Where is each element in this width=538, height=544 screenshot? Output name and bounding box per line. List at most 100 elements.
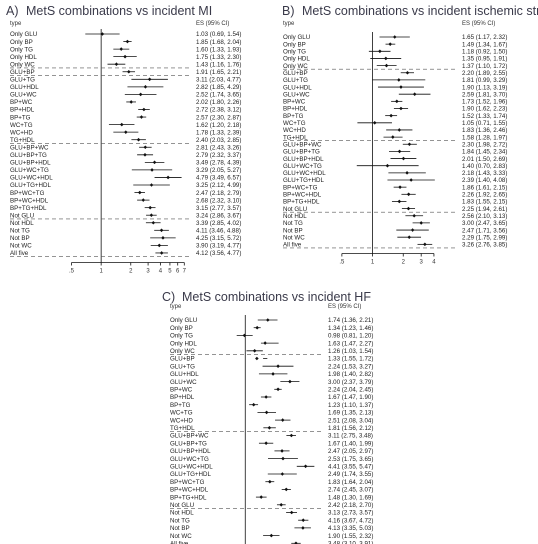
es-value-label: 1.34 (1.23, 1.46) [328,325,373,332]
row-label: GLU+BP+TG [10,152,47,159]
es-value-label: 3.11 (2.03, 4.77) [196,77,241,84]
es-value-label: 1.69 (1.35, 2.13) [328,410,373,417]
row-label: Only GLU [283,34,310,41]
point-estimate [136,137,141,142]
es-value-label: 1.43 (1.16, 1.76) [196,61,241,68]
es-value-label: 3.29 (2.05, 5.27) [196,167,241,174]
point-estimate [268,479,272,484]
es-value-label: 1.85 (1.68, 2.04) [196,39,241,46]
es-value-label: 4.13 (3.35, 5.03) [328,525,373,532]
point-estimate [372,121,377,125]
es-value-label: 1.83 (1.64, 2.04) [328,479,373,486]
es-value-label: 3.24 (2.86, 3.67) [196,212,241,219]
point-estimate [399,106,403,111]
row-label: Not WC [283,234,305,241]
es-value-label: 1.40 (0.70, 2.83) [462,163,507,170]
es-value-label: 2.56 (2.10, 3.13) [462,213,507,220]
es-value-label: 2.26 (1.92, 2.65) [462,192,507,199]
point-estimate [152,160,157,165]
point-estimate [398,185,402,189]
es-value-label: 2.47 (2.18, 2.79) [196,190,241,197]
row-label: GLU+BP+HDL [283,156,324,163]
es-value-label: 2.51 (2.08, 3.04) [328,417,373,424]
row-label: Only TG [283,49,306,56]
es-value-label: 4.25 (3.15, 5.72) [196,235,241,242]
row-label: GLU+WC+HDL [170,464,213,471]
point-estimate [265,318,270,322]
column-header-type: type [170,304,182,310]
row-label: BP+TG+HDL [283,199,320,206]
es-value-label: 1.33 (1.55, 1.72) [328,356,373,363]
row-label: Only BP [10,39,33,46]
point-estimate [276,387,280,392]
row-label: BP+TG+HDL [10,205,47,212]
point-estimate [252,349,257,353]
es-value-label: 2.47 (1.71, 3.56) [462,227,507,234]
row-label: GLU+TG+HDL [10,182,51,189]
row-label: BP+TG [170,402,191,409]
row-label: GLU+TG+HDL [170,471,211,478]
row-label: Not BP [283,227,303,234]
row-label: Not WC [170,533,192,540]
row-label: GLU+TG [10,77,35,84]
point-estimate [301,526,305,530]
row-label: All five [10,250,29,257]
point-estimate [389,113,393,118]
es-value-label: 2.81 (2.43, 3.26) [196,144,241,151]
point-estimate [264,441,268,445]
row-label: Only HDL [10,54,37,61]
es-value-label: 1.90 (1.13, 3.19) [462,84,507,91]
es-value-label: 2.40 (2.03, 2.85) [196,137,241,144]
point-estimate [255,325,259,330]
point-estimate [303,464,308,469]
es-value-label: 1.35 (0.95, 1.91) [462,56,507,63]
row-label: WC+TG [10,122,33,129]
row-label: GLU+WC+HDL [10,175,53,182]
es-value-label: 2.53 (1.75, 3.65) [328,456,373,463]
point-estimate [119,122,124,127]
row-label: Not HDL [283,213,307,220]
es-value-label: 1.60 (1.33, 1.93) [196,46,241,53]
x-tick-label: .5 [69,269,75,275]
row-label: GLU+BP+TG [283,149,320,156]
es-value-label: 1.58 (1.28, 1.97) [462,134,507,141]
es-value-label: 3.25 (2.12, 4.99) [196,182,241,189]
es-value-label: 2.02 (1.80, 2.26) [196,99,241,106]
point-estimate [138,92,143,97]
row-label: GLU+BP [170,356,195,363]
point-estimate [406,192,411,197]
panel-mi: A) MetS combinations vs incident MI type ES… [6,4,241,275]
row-label: GLU+BP+TG [170,440,207,447]
x-tick-label: 5 [168,269,172,275]
row-label: BP+WC+HDL [170,487,209,494]
es-value-label: 2.29 (1.75, 2.99) [462,234,507,241]
row-label: Only WC [283,63,308,70]
es-value-label: 1.05 (0.71, 1.55) [462,120,507,127]
es-value-label: 2.59 (1.81, 3.70) [462,91,507,98]
row-label: Not GLU [283,206,307,213]
point-estimate [288,379,292,384]
es-value-label: 2.25 (1.94, 2.61) [462,206,507,213]
x-tick-label: 2 [402,260,406,266]
point-estimate [269,533,274,538]
es-value-label: 1.81 (0.99, 3.29) [462,77,507,84]
row-label: GLU+WC [170,379,197,386]
es-value-label: 1.91 (1.65, 2.21) [196,69,241,76]
row-label: BP+WC+TG [170,479,205,486]
row-label: TG+HDL [170,425,195,432]
point-estimate [401,156,406,161]
es-value-label: 2.52 (1.74, 3.65) [196,92,241,99]
es-value-label: 2.30 (1.98, 2.72) [462,141,507,148]
row-label: TG+HDL [10,137,35,144]
row-label: GLU+WC+TG [10,167,49,174]
row-label: GLU+WC+TG [170,456,209,463]
point-estimate [397,149,402,154]
row-label: GLU+WC [10,92,37,99]
point-estimate [397,128,402,132]
point-estimate [392,35,397,39]
row-label: BP+WC+TG [10,190,45,197]
row-label: Only WC [10,61,35,68]
point-estimate [391,135,395,139]
column-header-type: type [10,21,22,27]
